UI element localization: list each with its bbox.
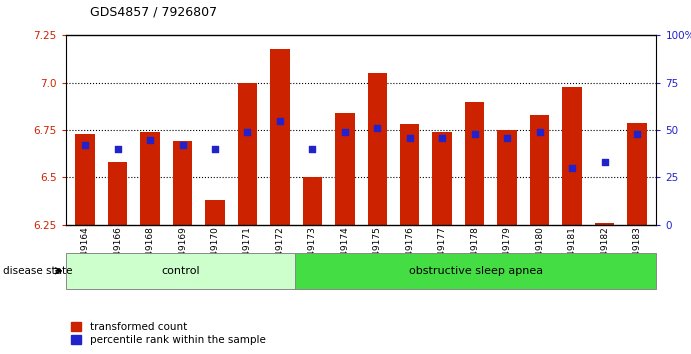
Point — [144, 137, 155, 142]
Point — [502, 135, 513, 141]
Text: GDS4857 / 7926807: GDS4857 / 7926807 — [90, 5, 217, 18]
Bar — [335, 113, 354, 225]
Point — [632, 131, 643, 137]
Bar — [498, 130, 517, 225]
Point — [404, 135, 415, 141]
Bar — [140, 132, 160, 225]
Point — [274, 118, 285, 124]
Text: obstructive sleep apnea: obstructive sleep apnea — [409, 266, 543, 276]
Bar — [400, 124, 419, 225]
Point — [534, 129, 545, 135]
Bar — [238, 83, 257, 225]
Bar — [627, 122, 647, 225]
Point — [599, 159, 610, 165]
Point — [372, 125, 383, 131]
Point — [437, 135, 448, 141]
Bar — [595, 223, 614, 225]
Bar — [75, 134, 95, 225]
Point — [112, 146, 123, 152]
Bar — [205, 200, 225, 225]
Text: disease state: disease state — [3, 266, 73, 276]
Point — [79, 142, 91, 148]
Bar — [270, 48, 290, 225]
Legend: transformed count, percentile rank within the sample: transformed count, percentile rank withi… — [71, 322, 265, 345]
Bar — [303, 177, 322, 225]
Bar — [433, 132, 452, 225]
Point — [567, 165, 578, 171]
Point — [307, 146, 318, 152]
Bar — [368, 73, 387, 225]
Bar — [562, 86, 582, 225]
Point — [209, 146, 220, 152]
Point — [469, 131, 480, 137]
Point — [242, 129, 253, 135]
Point — [339, 129, 350, 135]
Point — [177, 142, 188, 148]
Bar — [530, 115, 549, 225]
Bar — [173, 142, 192, 225]
Bar — [108, 162, 127, 225]
Bar — [465, 102, 484, 225]
Text: control: control — [161, 266, 200, 276]
